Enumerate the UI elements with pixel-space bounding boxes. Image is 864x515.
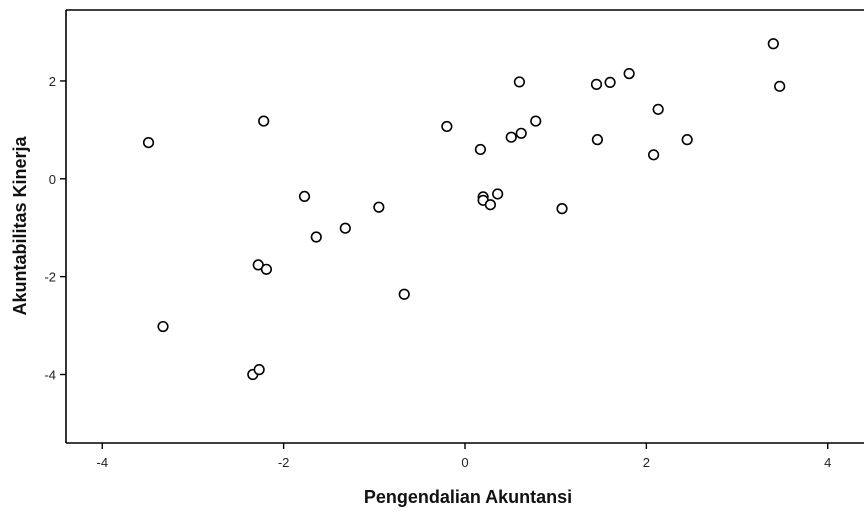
x-tick-label: 0 (461, 455, 468, 470)
data-point (253, 364, 265, 376)
data-point (258, 115, 270, 127)
data-point (767, 38, 779, 50)
data-point (604, 76, 616, 89)
data-point (556, 203, 568, 215)
data-point (648, 149, 660, 161)
data-point (441, 120, 453, 133)
y-axis-title: Akuntabilitas Kinerja (10, 135, 30, 315)
data-point (398, 288, 410, 300)
data-point (590, 78, 603, 90)
x-tick-label: -2 (278, 455, 290, 470)
data-point (492, 188, 504, 200)
data-point (298, 190, 311, 203)
data-point (310, 231, 322, 243)
y-tick-label: -2 (44, 270, 56, 285)
y-ticks: 2 0 -2 -4 (44, 74, 66, 383)
y-tick-label: 0 (49, 172, 56, 187)
data-point (505, 131, 517, 143)
x-ticks: -4 -2 0 2 4 (96, 443, 831, 470)
data-point (157, 320, 169, 333)
data-point (260, 263, 273, 275)
data-point (681, 134, 693, 146)
data-point (513, 76, 526, 88)
data-point (623, 68, 635, 80)
data-point (515, 127, 527, 139)
data-point (591, 134, 603, 146)
x-tick-label: 4 (824, 455, 831, 470)
data-point (774, 80, 786, 92)
y-tick-label: -4 (44, 368, 56, 383)
data-points (142, 38, 786, 381)
data-point (373, 201, 385, 213)
data-point (484, 199, 496, 211)
data-point (474, 143, 487, 156)
data-point (652, 103, 664, 115)
x-tick-label: 2 (643, 455, 650, 470)
x-axis-title: Pengendalian Akuntansi (364, 487, 572, 507)
y-tick-label: 2 (49, 74, 56, 89)
data-point (339, 222, 351, 234)
data-point (142, 136, 155, 149)
plot-frame (65, 9, 864, 444)
x-tick-label: -4 (96, 455, 108, 470)
data-point (530, 115, 542, 127)
